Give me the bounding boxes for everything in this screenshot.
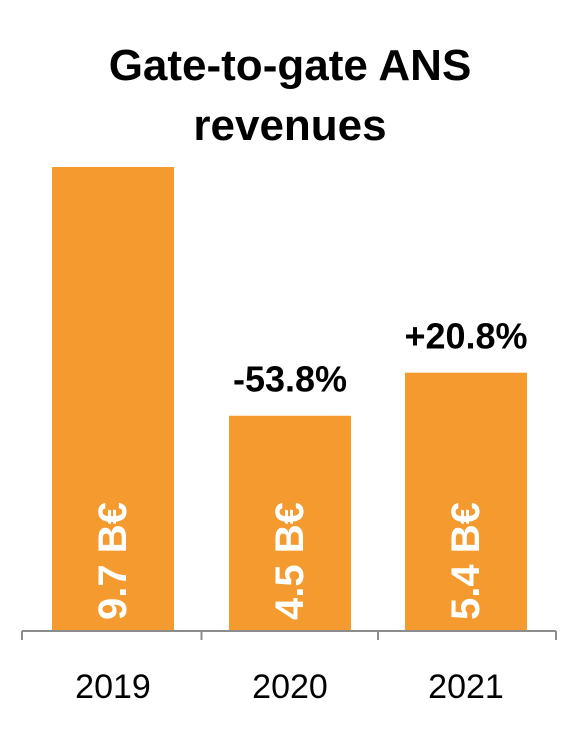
bar-2019: [52, 167, 174, 631]
bar-2021: [405, 372, 527, 631]
x-tick-label-2020: 2020: [252, 668, 328, 706]
x-axis: 2019 2020 2021: [21, 630, 557, 706]
x-tick-label-2019: 2019: [75, 668, 151, 706]
chart-title-line-1: Gate-to-gate ANS: [109, 41, 472, 90]
chart-title-line-2: revenues: [193, 101, 386, 150]
bar-value-label-2020: 4.5 B€: [268, 502, 312, 620]
change-label-2020: -53.8%: [233, 359, 347, 400]
x-tick-label-2021: 2021: [428, 668, 504, 706]
bar-2020: [229, 415, 351, 631]
bars-group: 9.7 B€ 4.5 B€ -53.8% 5.4 B€ +20.8%: [52, 167, 528, 631]
bar-value-label-2021: 5.4 B€: [444, 502, 488, 620]
change-label-2021: +20.8%: [404, 316, 527, 357]
bar-value-label-2019: 9.7 B€: [91, 502, 135, 620]
